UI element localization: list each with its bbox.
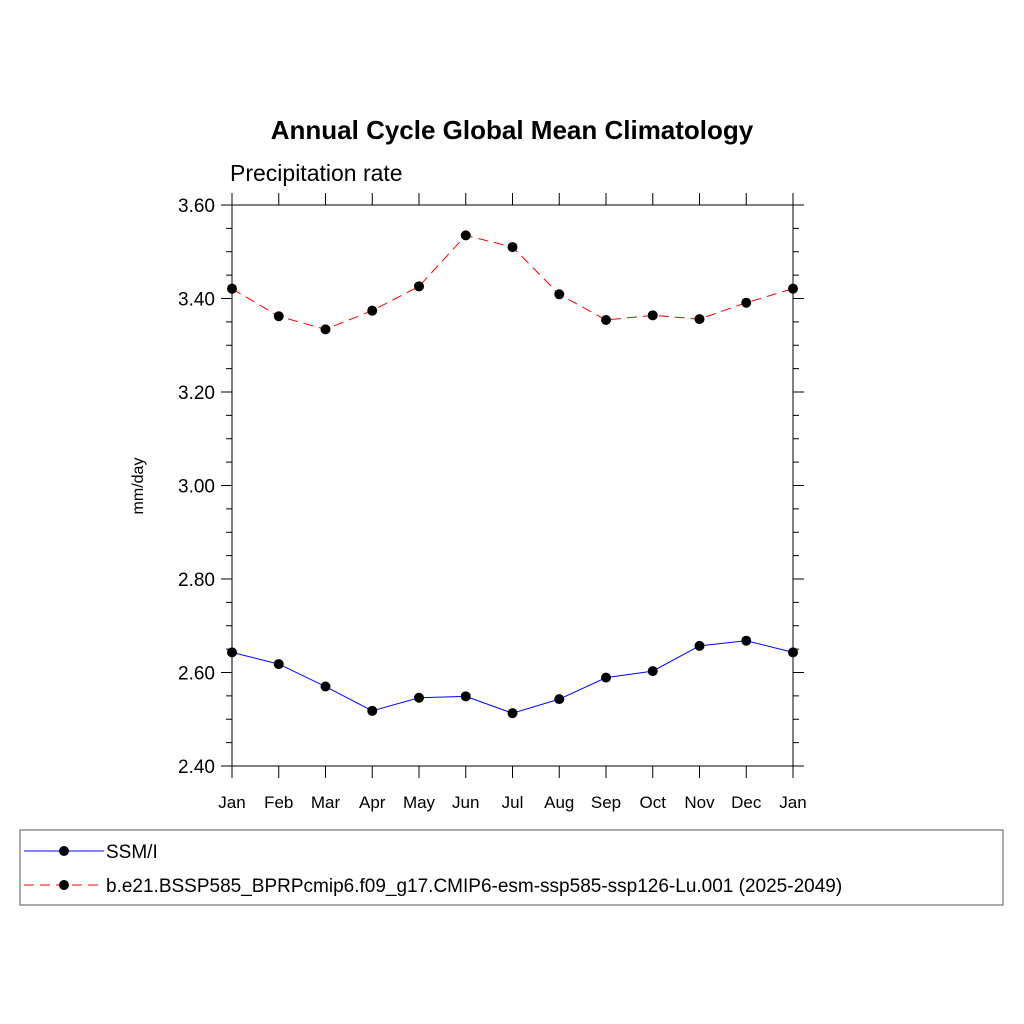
chart-title: Annual Cycle Global Mean Climatology bbox=[271, 115, 754, 145]
y-tick-label: 2.40 bbox=[178, 757, 215, 778]
series-1-point bbox=[647, 310, 658, 321]
series-0-point bbox=[460, 691, 471, 702]
series-1-point bbox=[320, 324, 331, 335]
y-tick-label: 2.80 bbox=[178, 570, 215, 591]
legend-marker-ssmi bbox=[59, 846, 69, 856]
series-0-point bbox=[601, 672, 611, 683]
series-0-point bbox=[273, 659, 284, 670]
series-1-point bbox=[694, 314, 705, 325]
legend-label-model: b.e21.BSSP585_BPRPcmip6.f09_g17.CMIP6-es… bbox=[106, 876, 842, 897]
x-tick-label: Aug bbox=[544, 793, 574, 812]
plot-area: 2.40 2.60 2.80 3.00 3.20 3.40 3.60 Jan Feb Mar Apr… bbox=[178, 193, 807, 812]
series-1-point bbox=[554, 289, 565, 300]
series-1-point bbox=[227, 283, 237, 294]
x-tick-label: Jul bbox=[502, 793, 524, 812]
chart-subtitle: Precipitation rate bbox=[230, 160, 403, 186]
series-0-point bbox=[554, 694, 565, 705]
legend-label-ssmi: SSM/I bbox=[106, 842, 158, 863]
x-tick-label: Oct bbox=[640, 793, 667, 812]
series-0-point bbox=[647, 666, 658, 677]
y-tick-label: 3.20 bbox=[178, 383, 215, 404]
y-tick-label: 3.60 bbox=[178, 196, 215, 217]
y-axis-label: mm/day bbox=[130, 458, 147, 515]
series-1-point bbox=[460, 230, 471, 241]
series-0-point bbox=[788, 647, 798, 658]
series-0-point bbox=[414, 692, 424, 703]
legend: SSM/I b.e21.BSSP585_BPRPcmip6.f09_g17.CM… bbox=[19, 829, 1004, 906]
x-tick-label: Nov bbox=[684, 793, 715, 812]
x-tick-label: May bbox=[403, 793, 436, 812]
x-tick-label: Sep bbox=[591, 793, 621, 812]
series-0-point bbox=[320, 681, 331, 692]
legend-box bbox=[19, 829, 1004, 906]
y-tick-label: 3.00 bbox=[178, 477, 215, 498]
series-0-point bbox=[367, 705, 378, 716]
legend-marker-model bbox=[59, 880, 69, 890]
series-0-point bbox=[741, 635, 752, 646]
series-line-0 bbox=[231, 640, 794, 714]
y-tick-label: 3.40 bbox=[178, 290, 215, 311]
x-tick-label: Apr bbox=[359, 793, 386, 812]
series-0-point bbox=[694, 640, 705, 651]
series-1-point bbox=[507, 242, 518, 253]
x-tick-label: Feb bbox=[264, 793, 293, 812]
x-tick-label: Mar bbox=[311, 793, 341, 812]
series-0-point bbox=[227, 647, 237, 658]
y-tick-label: 2.60 bbox=[178, 664, 215, 685]
series-1-point bbox=[741, 297, 752, 308]
x-tick-label: Jan bbox=[779, 793, 806, 812]
x-tick-label: Jan bbox=[218, 793, 245, 812]
series-0-point bbox=[507, 708, 518, 719]
x-tick-label: Jun bbox=[452, 793, 479, 812]
series-1-point bbox=[601, 315, 611, 326]
series-1-point bbox=[367, 305, 378, 316]
x-tick-label: Dec bbox=[731, 793, 762, 812]
series-1-point bbox=[414, 281, 424, 292]
series-1-point bbox=[788, 283, 798, 294]
series-1-point bbox=[273, 311, 284, 322]
